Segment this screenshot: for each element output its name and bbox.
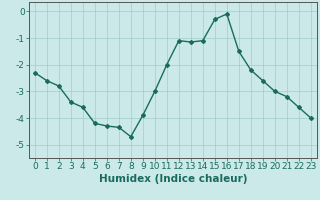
X-axis label: Humidex (Indice chaleur): Humidex (Indice chaleur)	[99, 174, 247, 184]
